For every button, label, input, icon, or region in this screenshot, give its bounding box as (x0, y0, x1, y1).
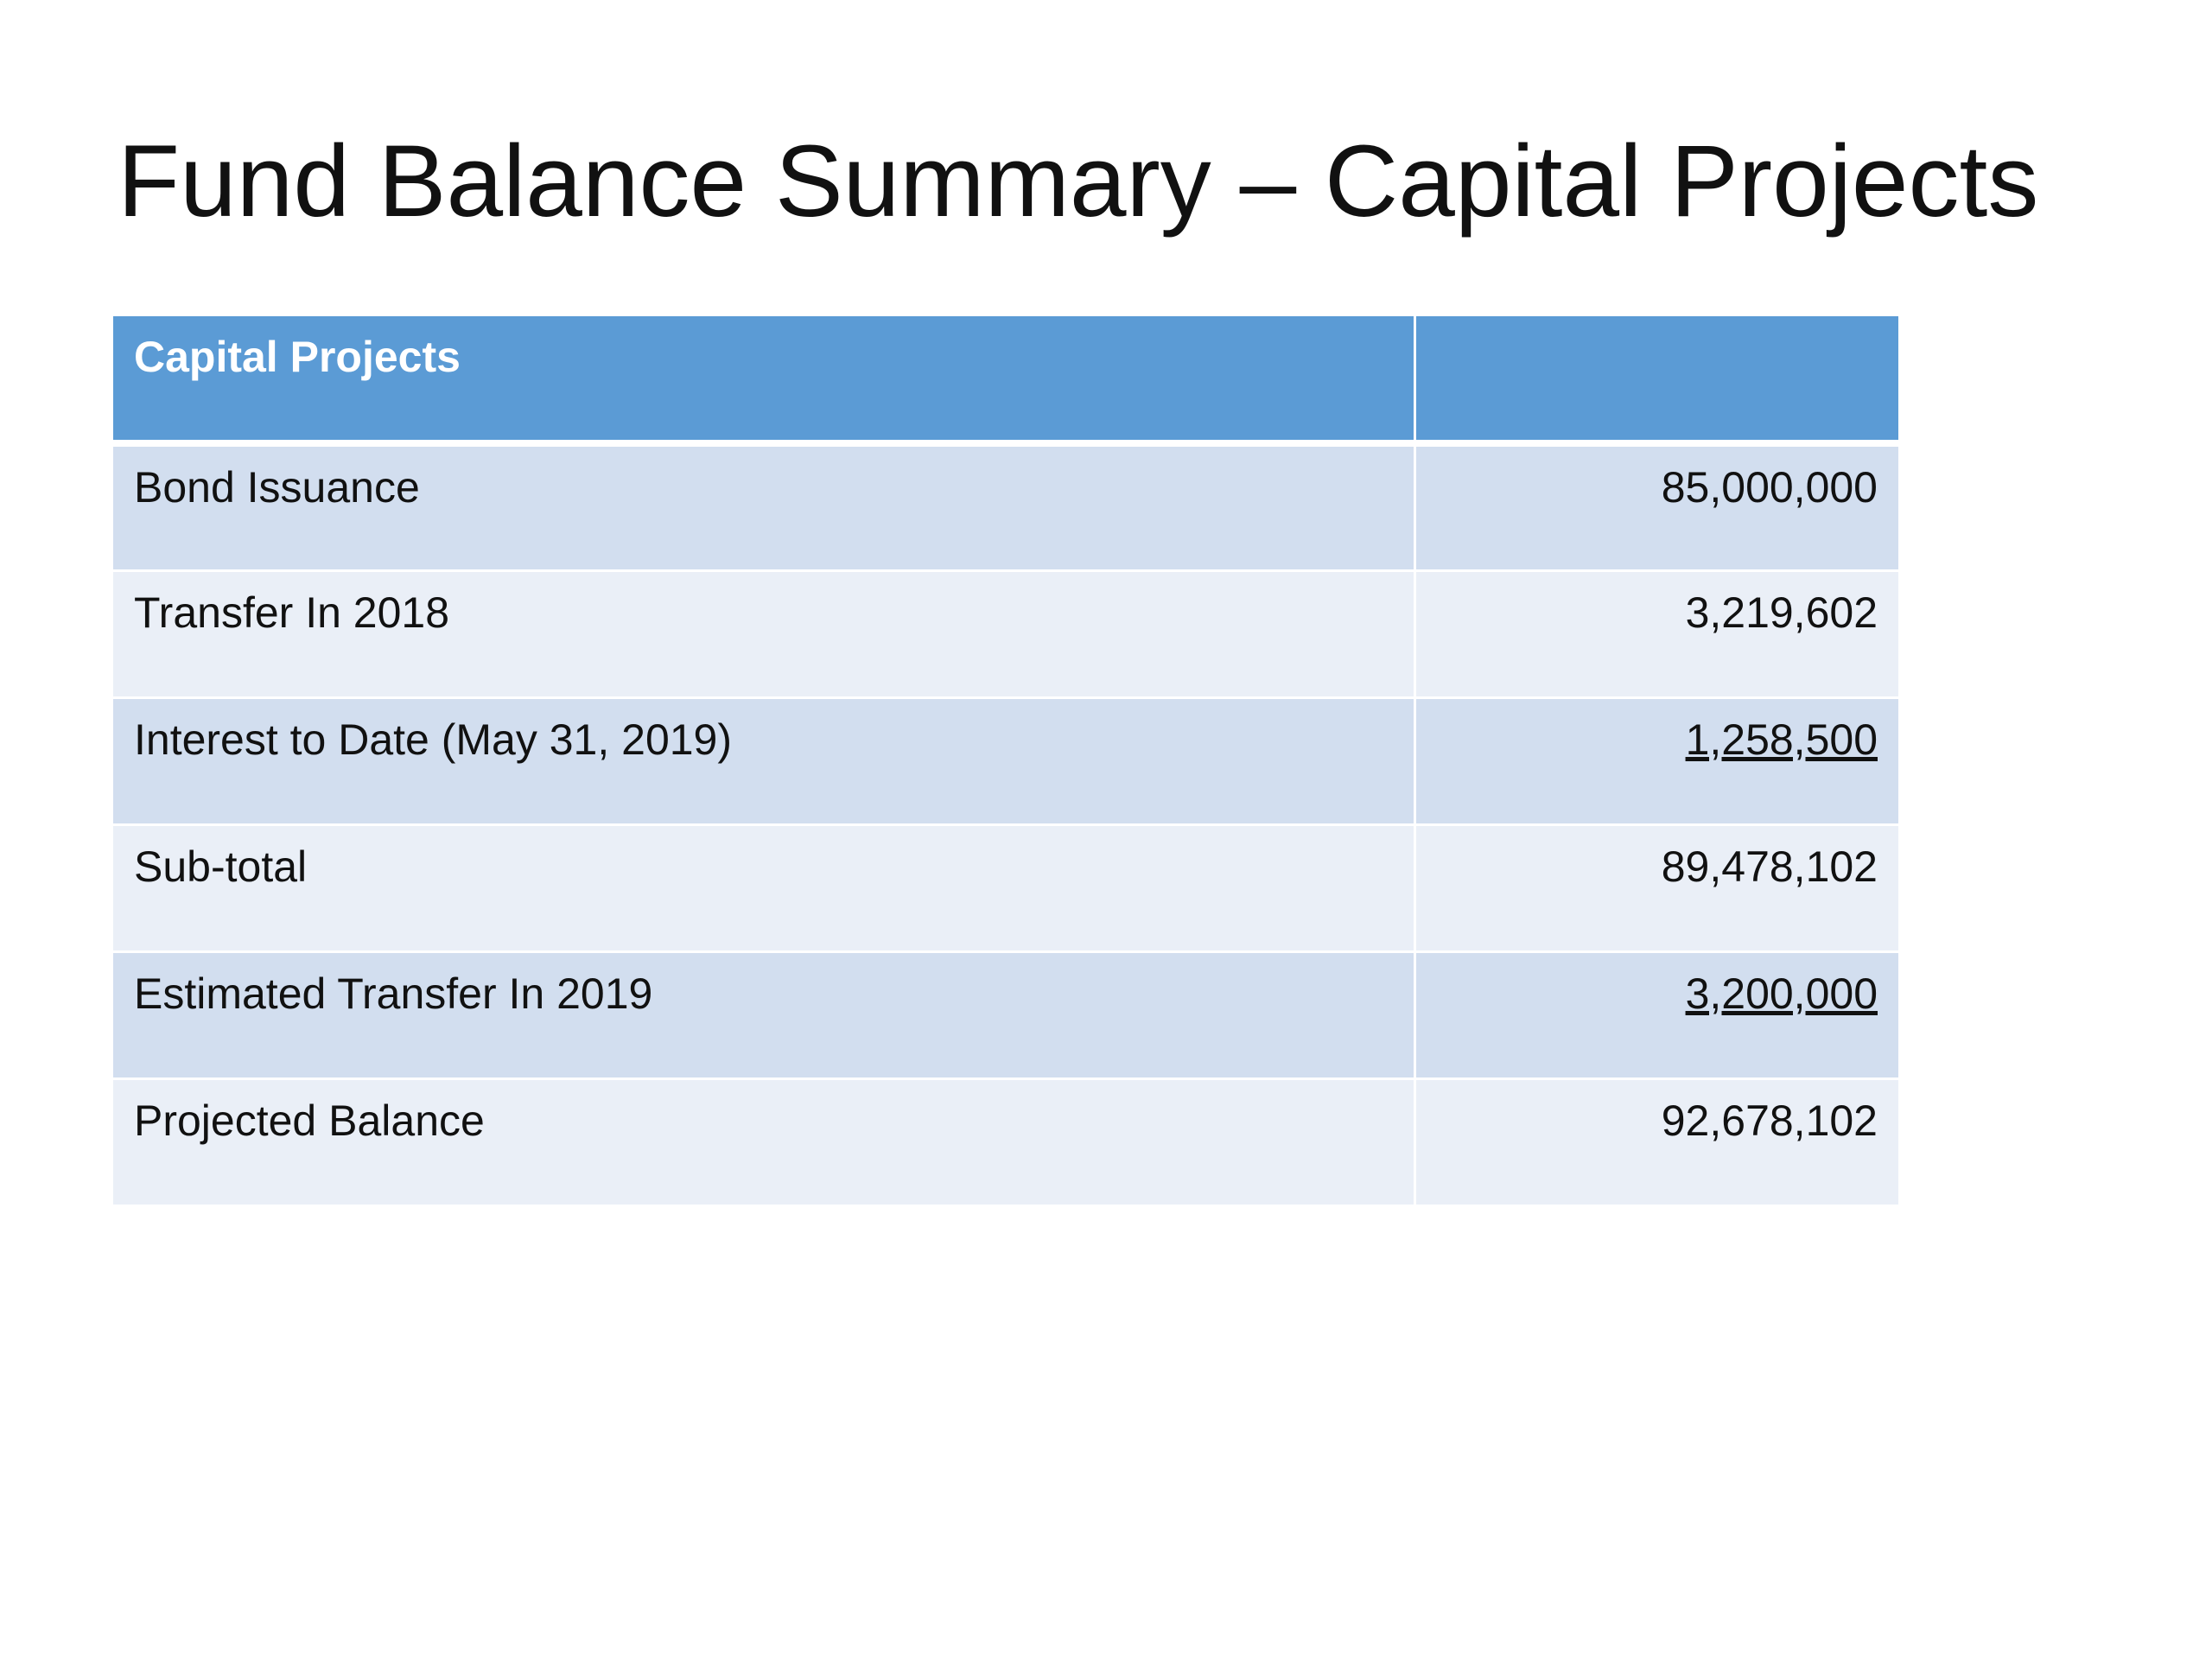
row-value: 85,000,000 (1414, 443, 1898, 572)
row-value: 3,200,000 (1414, 951, 1898, 1080)
row-value: 3,219,602 (1414, 570, 1898, 699)
table-row-estimated-transfer-in-2019: Estimated Transfer In 2019 3,200,000 (113, 951, 1898, 1080)
row-label: Bond Issuance (113, 443, 1416, 572)
table-row-projected-balance: Projected Balance 92,678,102 (113, 1078, 1898, 1207)
slide-title: Fund Balance Summary – Capital Projects (118, 124, 2039, 238)
table-row-bond-issuance: Bond Issuance 85,000,000 (113, 443, 1898, 572)
header-value (1414, 316, 1898, 447)
table-header-row: Capital Projects (113, 316, 1898, 447)
row-value: 1,258,500 (1414, 697, 1898, 826)
row-value-text: 85,000,000 (1661, 463, 1878, 512)
row-value: 89,478,102 (1414, 824, 1898, 953)
fund-balance-table: Capital Projects Bond Issuance 85,000,00… (113, 316, 1898, 1207)
table-row-sub-total: Sub-total 89,478,102 (113, 824, 1898, 953)
table-row-transfer-in-2018: Transfer In 2018 3,219,602 (113, 570, 1898, 699)
row-value-text: 1,258,500 (1685, 715, 1878, 764)
row-label: Sub-total (113, 824, 1416, 953)
row-value-text: 92,678,102 (1661, 1096, 1878, 1145)
row-value: 92,678,102 (1414, 1078, 1898, 1207)
row-value-text: 3,219,602 (1685, 588, 1878, 637)
row-value-text: 3,200,000 (1685, 969, 1878, 1018)
row-label: Projected Balance (113, 1078, 1416, 1207)
row-label: Interest to Date (May 31, 2019) (113, 697, 1416, 826)
row-label: Estimated Transfer In 2019 (113, 951, 1416, 1080)
table-row-interest-to-date: Interest to Date (May 31, 2019) 1,258,50… (113, 697, 1898, 826)
row-value-text: 89,478,102 (1661, 842, 1878, 891)
row-label: Transfer In 2018 (113, 570, 1416, 699)
header-label: Capital Projects (113, 316, 1416, 447)
